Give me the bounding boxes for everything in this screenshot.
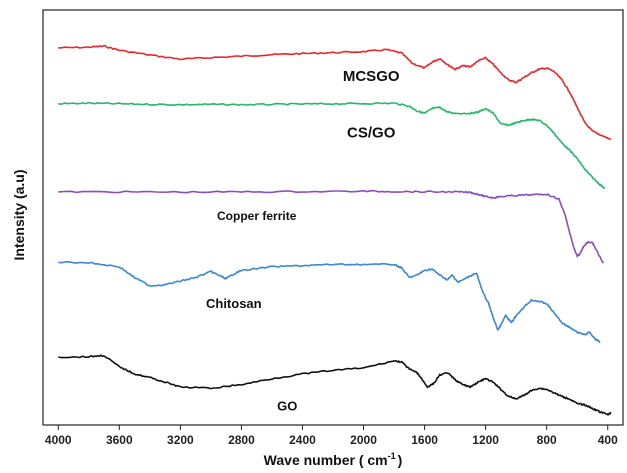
series-line-mcsgo — [58, 44, 612, 141]
series-label-go: GO — [277, 398, 297, 413]
series-line-cs-go — [58, 101, 606, 189]
x-tick-label: 1200 — [472, 433, 499, 447]
series-labels: MCSGO CS/GO Copper ferrite Chitosan GO — [206, 68, 400, 413]
series-label-chitosan: Chitosan — [206, 296, 262, 311]
x-axis-title-text: Wave number ( cm — [264, 452, 388, 468]
x-tick-label: 2800 — [228, 433, 255, 447]
x-axis-title-end: ) — [398, 452, 403, 468]
x-tick-label: 1600 — [411, 433, 438, 447]
x-tick-label: 2000 — [350, 433, 377, 447]
series-line-chitosan — [58, 260, 601, 343]
y-axis-title: Intensity (a.u) — [11, 169, 27, 260]
x-tick-label: 3600 — [106, 433, 133, 447]
x-tick-label: 3200 — [167, 433, 194, 447]
series-line-go — [58, 354, 612, 416]
x-tick-label: 800 — [537, 433, 557, 447]
series-label-cs-go: CS/GO — [347, 125, 396, 142]
x-tick-label: 2400 — [289, 433, 316, 447]
series-line-copper-ferrite — [58, 189, 604, 264]
x-tick-label: 4000 — [45, 433, 72, 447]
series-label-mcsgo: MCSGO — [343, 68, 400, 85]
x-tick-label: 400 — [598, 433, 618, 447]
series-label-copper-ferrite: Copper ferrite — [217, 209, 297, 223]
x-axis-ticks: 4000 3600 3200 2800 2400 2000 1600 1200 800 400 — [45, 425, 618, 447]
x-axis-title: Wave number ( cm-1) — [264, 451, 403, 468]
series-curves — [58, 44, 612, 416]
x-axis-title-exponent: -1 — [388, 451, 396, 461]
plot-frame — [42, 9, 624, 426]
